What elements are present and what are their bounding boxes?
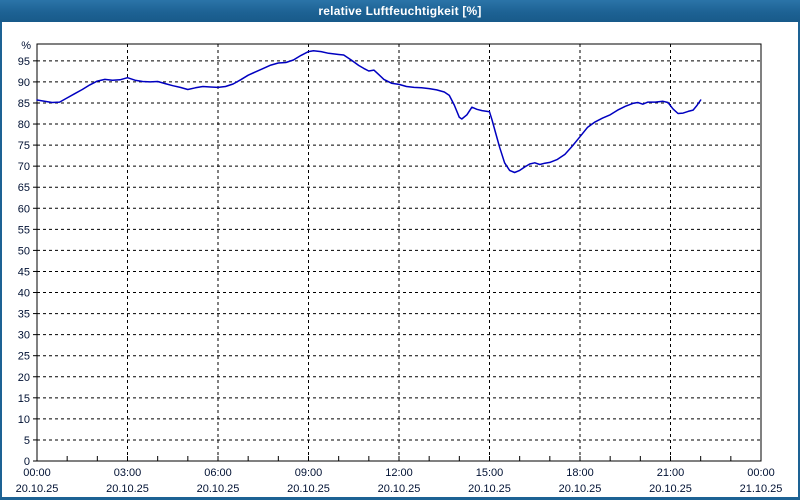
y-tick-label: 95 <box>18 56 30 68</box>
x-tick-date-label: 20.10.25 <box>468 483 511 495</box>
window-title-bar[interactable]: relative Luftfeuchtigkeit [%] <box>0 0 800 22</box>
humidity-chart: 0 5 10 15 20 25 30 35 40 45 50 55 60 65 70 75 80 85 90 95% 0… <box>16 40 783 495</box>
x-tick-date-label: 20.10.25 <box>106 483 149 495</box>
x-tick-date-label: 21.10.25 <box>740 483 783 495</box>
y-tick-label: 55 <box>18 224 30 236</box>
x-tick-time-label: 18:00 <box>566 467 594 479</box>
y-tick-label: 50 <box>18 245 30 257</box>
x-tick-time-label: 15:00 <box>476 467 504 479</box>
y-tick-label: 30 <box>18 330 30 342</box>
y-tick-label: 40 <box>18 288 30 300</box>
window-title: relative Luftfeuchtigkeit [%] <box>318 4 482 18</box>
y-tick-label: 25 <box>18 351 30 363</box>
y-tick-label: 45 <box>18 266 30 278</box>
y-tick-label: 0 <box>24 456 30 468</box>
plot-border <box>36 43 762 462</box>
x-tick-time-label: 12:00 <box>385 467 413 479</box>
x-tick-time-label: 03:00 <box>114 467 142 479</box>
x-tick-date-label: 20.10.25 <box>16 483 59 495</box>
y-tick-label: 65 <box>18 182 30 194</box>
y-tick-label: 35 <box>18 309 30 321</box>
x-tick-time-label: 09:00 <box>295 467 323 479</box>
y-tick-label: 5 <box>24 435 30 447</box>
y-tick-label: 80 <box>18 119 30 131</box>
chart-area: 0 5 10 15 20 25 30 35 40 45 50 55 60 65 70 75 80 85 90 95% 0… <box>2 22 798 497</box>
x-tick-date-label: 20.10.25 <box>559 483 602 495</box>
y-tick-label: 70 <box>18 161 30 173</box>
x-tick-time-label: 00:00 <box>23 467 51 479</box>
x-tick-time-label: 00:00 <box>747 467 775 479</box>
x-tick-time-label: 06:00 <box>204 467 232 479</box>
y-tick-label: 20 <box>18 372 30 384</box>
y-tick-label: 15 <box>18 393 30 405</box>
y-tick-label: 60 <box>18 203 30 215</box>
y-tick-label: 75 <box>18 140 30 152</box>
humidity-line <box>36 49 702 174</box>
x-tick-date-label: 20.10.25 <box>197 483 240 495</box>
y-tick-label: 10 <box>18 414 30 426</box>
y-tick-label: 90 <box>18 77 30 89</box>
x-tick-time-label: 21:00 <box>657 467 685 479</box>
y-axis-unit-label: % <box>21 40 31 52</box>
x-tick-date-label: 20.10.25 <box>287 483 330 495</box>
x-tick-date-label: 20.10.25 <box>378 483 421 495</box>
y-tick-label: 85 <box>18 98 30 110</box>
x-tick-date-label: 20.10.25 <box>649 483 692 495</box>
